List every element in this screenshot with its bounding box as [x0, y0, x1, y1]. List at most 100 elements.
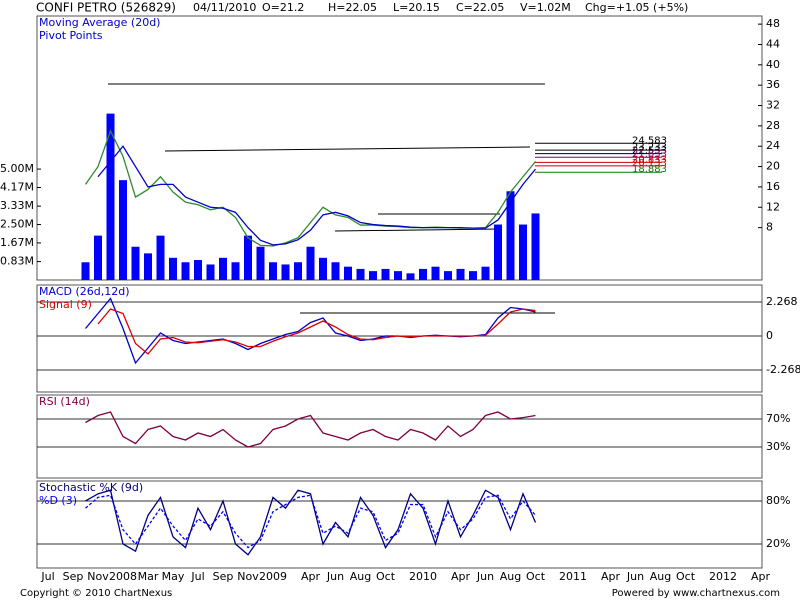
y2-tick-label: 5.00M: [0, 162, 34, 175]
volume-bar: [244, 235, 252, 280]
x-tick-label: Jun: [626, 570, 644, 583]
panel-frame: [36, 394, 763, 479]
x-tick-label: Apr: [601, 570, 621, 583]
y-tick-label: 20: [766, 160, 780, 173]
legend-label: Moving Average (20d): [39, 16, 160, 29]
legend-label: Pivot Points: [39, 29, 103, 42]
open: O=21.2: [262, 1, 304, 14]
x-tick-label: Nov: [87, 570, 109, 583]
x-tick-label: Apr: [751, 570, 771, 583]
y2-tick-label: 3.33M: [0, 199, 34, 212]
x-tick-label: 2012: [709, 570, 737, 583]
volume-bar: [156, 235, 165, 280]
volume-bar: [469, 271, 477, 280]
volume-bar: [281, 264, 290, 280]
x-tick-label: Mar: [138, 570, 159, 583]
low: L=20.15: [393, 1, 440, 14]
series-line: [85, 411, 536, 448]
x-tick-label: Jun: [476, 570, 494, 583]
x-tick-label: 2011: [559, 570, 587, 583]
x-tick-label: Aug: [500, 570, 521, 583]
volume-bar: [431, 266, 440, 280]
x-tick-label: 2010: [409, 570, 437, 583]
y-tick-label: 48: [766, 17, 780, 30]
x-tick-label: Apr: [301, 570, 321, 583]
y-tick-label: 2.268: [766, 295, 798, 308]
volume-bar: [444, 271, 452, 280]
volume-bar: [144, 253, 152, 280]
pivot-label: 18.883: [632, 164, 667, 175]
trend-line: [164, 146, 531, 152]
pivot-label: 22.533: [632, 146, 667, 157]
x-tick-label: Oct: [526, 570, 546, 583]
x-tick-label: Oct: [676, 570, 696, 583]
pivot-label: 20.133: [632, 158, 667, 169]
volume-bar: [519, 224, 527, 280]
x-tick-label: May: [162, 570, 185, 583]
volume-bar: [206, 264, 215, 280]
y-tick-label: 80%: [766, 494, 790, 507]
y-tick-label: 0: [766, 329, 773, 342]
change: Chg=+1.05 (+5%): [585, 1, 688, 14]
volume-bar: [306, 246, 315, 280]
volume-bar: [106, 113, 115, 280]
series-line: [97, 308, 536, 355]
volume-bar: [531, 213, 540, 280]
x-tick-label: Jun: [326, 570, 344, 583]
volume-bar: [131, 246, 140, 280]
pivot-label: 24.583: [632, 135, 667, 146]
pivot-label: 21.833: [632, 149, 667, 160]
y-tick-label: 16: [766, 180, 780, 193]
x-tick-label: Nov: [237, 570, 259, 583]
volume-bar: [456, 268, 465, 280]
volume-bar: [231, 262, 240, 280]
volume: V=1.02M: [520, 1, 571, 14]
series-line: [85, 494, 536, 549]
y-tick-label: 44: [766, 37, 780, 50]
y-tick-label: 70%: [766, 412, 790, 425]
volume-bar: [256, 246, 265, 280]
legend-label: MACD (26d,12d): [39, 285, 130, 298]
y-tick-label: 8: [766, 221, 773, 234]
volume-bar: [481, 266, 490, 280]
y2-tick-label: 1.67M: [0, 236, 34, 249]
x-tick-label: Aug: [650, 570, 671, 583]
powered-by: Powered by www.chartnexus.com: [612, 588, 780, 599]
volume-bar: [194, 260, 202, 280]
date: 04/11/2010: [193, 1, 256, 14]
y-tick-label: 12: [766, 200, 780, 213]
y-tick-label: 24: [766, 139, 780, 152]
x-tick-label: Apr: [451, 570, 471, 583]
volume-bar: [294, 262, 302, 280]
volume-bar: [169, 257, 177, 280]
volume-bar: [419, 268, 427, 280]
y-tick-label: 20%: [766, 537, 790, 550]
panel-frame: [36, 480, 763, 569]
x-tick-label: Oct: [376, 570, 396, 583]
y-tick-label: 40: [766, 58, 780, 71]
high: H=22.05: [328, 1, 377, 14]
series-line: [85, 489, 537, 556]
volume-bar: [381, 268, 390, 280]
trend-line: [334, 228, 501, 232]
y-tick-label: 28: [766, 119, 780, 132]
x-tick-label: 2008: [109, 570, 137, 583]
x-tick-label: Sep: [63, 570, 84, 583]
close: C=22.05: [456, 1, 504, 14]
volume-bar: [119, 180, 127, 280]
volume-bar: [369, 271, 377, 280]
volume-bar: [331, 262, 340, 280]
x-tick-label: Jul: [190, 570, 204, 583]
volume-bar: [406, 273, 415, 280]
x-tick-label: Sep: [213, 570, 234, 583]
volume-bar: [356, 268, 365, 280]
x-tick-label: 2009: [259, 570, 287, 583]
y2-tick-label: 2.50M: [0, 218, 34, 231]
stock-name: CONFI PETRO (526829): [36, 1, 176, 15]
volume-bar: [81, 262, 90, 280]
y2-tick-label: 4.17M: [0, 180, 34, 193]
series-line: [97, 145, 537, 246]
volume-bar: [319, 257, 327, 280]
